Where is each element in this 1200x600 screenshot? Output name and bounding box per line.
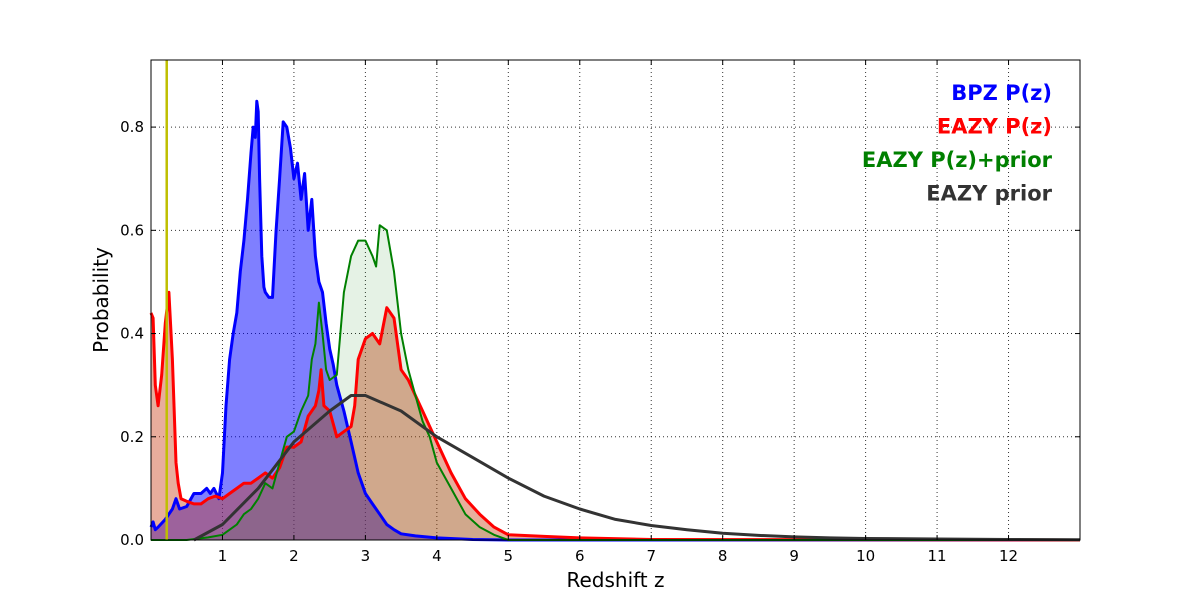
x-tick-label: 8 <box>718 547 728 565</box>
plot-frame <box>150 59 1081 541</box>
series-fill-bpz-p-z <box>151 101 1080 541</box>
x-tick-label: 5 <box>504 547 514 565</box>
series-line-eazy-prior <box>193 394 1081 542</box>
legend-entry: EAZY P(z) <box>937 115 1052 139</box>
x-tick-label: 2 <box>289 547 299 565</box>
axis-ticks: 1 2 3 4 5 6 7 8 9 10 11 120.00.20.40.60.8 <box>120 60 1080 565</box>
series-fills <box>151 101 1080 541</box>
legend-entry: BPZ P(z) <box>951 81 1052 105</box>
y-tick-label: 0.2 <box>120 428 144 446</box>
x-tick-label: 4 <box>432 547 442 565</box>
x-axis-label: Redshift z <box>566 568 664 592</box>
y-tick-label: 0.0 <box>120 531 144 549</box>
x-tick-label: 10 <box>856 547 875 565</box>
series-fill-eazy-p-z <box>151 292 1080 540</box>
x-tick-label: 7 <box>646 547 656 565</box>
x-tick-label: 11 <box>928 547 947 565</box>
series-line-eazy-p-z-prior <box>151 224 1080 541</box>
x-tick-label: 1 <box>218 547 228 565</box>
y-tick-label: 0.4 <box>120 325 144 343</box>
x-tick-label: 9 <box>789 547 799 565</box>
x-tick-label: 6 <box>575 547 585 565</box>
x-tick-label: 12 <box>999 547 1018 565</box>
y-tick-label: 0.6 <box>120 221 144 239</box>
legend: BPZ P(z) EAZY P(z) EAZY P(z)+prior EAZY pri… <box>862 81 1053 206</box>
y-axis-label: Probability <box>89 247 113 353</box>
x-tick-label: 3 <box>361 547 371 565</box>
legend-entry: EAZY prior <box>926 182 1052 206</box>
series-fill-eazy-p-z-prior <box>151 225 1080 540</box>
series-lines <box>149 99 1081 542</box>
series-line-bpz-p-z <box>149 99 1080 542</box>
legend-entry: EAZY P(z)+prior <box>862 148 1053 172</box>
y-tick-label: 0.8 <box>120 118 144 136</box>
